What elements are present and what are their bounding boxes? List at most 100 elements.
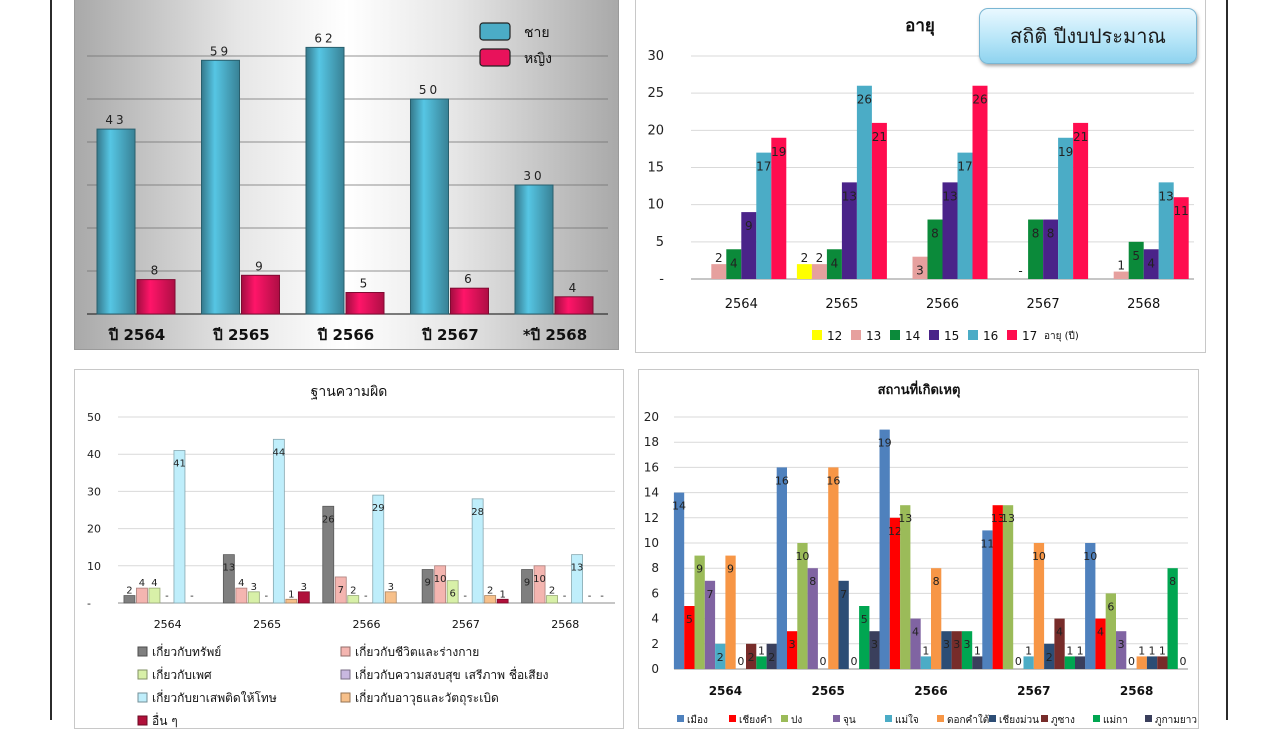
bar-14 [927,219,943,279]
bar-เชียงคำ [992,505,1003,669]
legend-swatch [677,715,684,722]
bar-หญิง [241,274,280,315]
data-label: 1 [1149,644,1156,657]
data-label: 3 [301,582,307,593]
data-label: 13 [222,563,235,574]
category-label: ปี 2564 [108,326,165,344]
legend-label: ชาย [524,25,550,41]
data-label: 0 [1179,655,1186,668]
legend-label: ภูกามยาว [1155,715,1197,726]
data-label: 13 [991,512,1005,525]
bar-ภูกามยาว [972,656,983,669]
category-label: 2565 [811,684,844,698]
data-label: - [563,591,567,602]
data-label: 14 [672,500,686,513]
legend-label: เกี่ยวกับยาเสพติดให้โทษ [152,689,277,705]
data-label: 10 [795,550,809,563]
legend-swatch [885,715,892,722]
data-label: 29 [372,503,385,514]
bar-ภูซาง [951,631,962,669]
data-label: 9 [745,219,753,233]
fiscal-year-stats-badge[interactable]: สถิติ ปีงบประมาณ [979,8,1197,64]
y-tick-label: 14 [644,486,659,500]
data-label: 16 [826,474,840,487]
data-label: 4 [151,578,157,589]
bar-ดอกคำใต้ [931,568,942,669]
y-tick-label: 10 [644,536,659,550]
data-label: 2 [717,651,724,664]
bar-ภูกามยาว [869,631,880,669]
legend-label: 13 [866,329,881,343]
data-label: 10 [1032,550,1046,563]
bar-แม่กา [756,656,767,669]
data-label: 30 [523,169,544,183]
bar-เกี่ยวกับทรัพย์ [322,505,335,604]
data-label: 4 [1056,626,1063,639]
bar-15 [942,182,958,279]
legend-swatch [1145,715,1152,722]
data-label: 3 [251,582,257,593]
data-label: 19 [771,145,786,159]
data-label: 62 [314,31,335,45]
y-tick-label: 25 [647,86,664,101]
bar-เกี่ยวกับยาเสพติดให้โทษ [471,498,484,604]
bar-จุน [807,568,818,669]
data-label: 19 [1058,145,1073,159]
data-label: 3 [964,638,971,651]
bar-เกี่ยวกับเพศ [546,595,558,604]
bar-14 [826,249,842,279]
bar-เมือง [673,492,685,669]
bar-เกี่ยวกับอาวุธและวัตถุระเบิด [484,595,497,604]
chart-title: อายุ [905,16,935,36]
data-label: 9 [524,578,530,589]
data-label: 6 [1107,600,1114,613]
legend-label: แม่ใจ [895,714,919,726]
bar-เมือง [982,530,993,669]
legend-label: ปง [791,715,802,726]
data-label: 2 [549,586,555,597]
data-label: 1 [499,589,505,600]
y-tick-label: 40 [87,448,101,461]
bar-เมือง [879,429,890,669]
data-label: 5 [360,277,371,291]
data-label: 8 [933,575,940,588]
data-label: 11 [980,537,994,550]
bar-ดอกคำใต้ [1033,543,1045,669]
bar-ภูกามยาว [1075,656,1086,669]
legend-label: เกี่ยวกับเพศ [152,666,212,682]
bar-แม่กา [859,606,870,669]
category-label: 2564 [154,618,182,631]
data-label: 4 [912,626,919,639]
legend-label: ดอกคำใต้ [947,714,989,726]
bar-เกี่ยวกับเพศ [148,587,161,604]
data-label: 3 [1118,638,1125,651]
bar-เกี่ยวกับทรัพย์ [222,554,235,604]
data-label: 8 [931,227,939,241]
bar-13 [1113,271,1129,279]
data-label: 2 [715,251,723,265]
y-tick-label: 12 [644,511,659,525]
legend-swatch [1093,715,1100,722]
bar-15 [741,212,757,279]
data-label: 2 [816,251,824,265]
bar-แม่ใจ [1023,656,1034,669]
bar-เกี่ยวกับชีวิตและร่างกาย [136,587,148,604]
data-label: 44 [272,447,285,458]
data-label: 17 [756,160,771,174]
data-label: 19 [878,437,892,450]
legend-swatch [137,715,148,726]
data-label: 13 [898,512,912,525]
category-label: 2565 [825,297,858,312]
legend-label: เชียงคำ [739,714,772,726]
legend-label: เกี่ยวกับอาวุธและวัตถุระเบิด [355,689,499,706]
legend-label: หญิง [524,51,552,67]
y-tick-label: 50 [87,411,101,424]
data-label: 4 [1097,626,1104,639]
data-label: 3 [953,638,960,651]
category-label: 2568 [551,618,579,631]
legend-label: 17 [1022,329,1037,343]
data-label: 10 [434,574,447,585]
data-label: 4 [1147,256,1155,270]
legend-swatch [812,330,822,340]
